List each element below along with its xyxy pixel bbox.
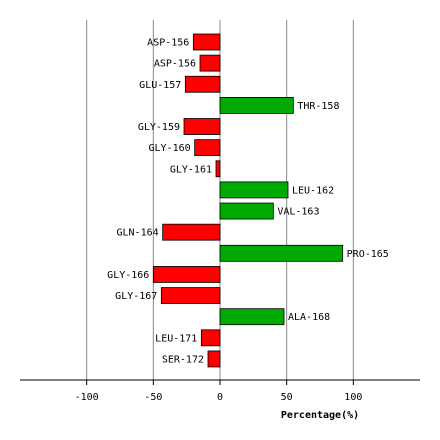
x-tick-label: 100 (344, 392, 362, 403)
bar-label: GLY-159 (138, 122, 180, 133)
gridlines (86, 20, 354, 380)
bar (184, 75, 221, 93)
bar-label: THR-158 (297, 101, 339, 112)
bar-label: ALA-168 (288, 312, 330, 323)
bar-label: GLY-160 (149, 143, 191, 154)
bar-label: SER-172 (162, 354, 204, 365)
bar (152, 266, 221, 283)
bar-label: GLY-166 (107, 270, 149, 281)
bar (199, 54, 221, 72)
bar-label: GLU-157 (139, 80, 181, 91)
bar (219, 202, 274, 220)
x-ticks: -100 -50 0 50 100 (75, 380, 362, 403)
x-tick-label: 50 (281, 392, 293, 403)
bar-label: VAL-163 (277, 207, 319, 218)
x-tick-label: -100 (75, 392, 99, 403)
bar (192, 33, 221, 51)
bars: ASP-156 ASP-156 GLU-157 THR-158 GLY-159 GLY-1… (107, 33, 389, 368)
bar (219, 96, 294, 114)
bar (219, 244, 344, 262)
bar (183, 118, 221, 135)
bar (200, 329, 221, 347)
bar-label: LEU-162 (292, 185, 334, 196)
bar-label: GLN-164 (117, 228, 159, 239)
bar-label: ASP-156 (154, 59, 196, 70)
bar (219, 308, 285, 326)
bar (162, 223, 221, 241)
bar-label: PRO-165 (347, 249, 389, 260)
bar-label: GLY-161 (170, 164, 212, 175)
bar-label: GLY-167 (115, 291, 157, 302)
bar-label: LEU-171 (155, 333, 197, 344)
bar (160, 287, 221, 304)
bar (215, 160, 221, 178)
x-tick-label: 0 (217, 392, 223, 403)
bar-label: ASP-156 (147, 38, 189, 49)
bar (219, 181, 289, 199)
x-tick-label: -50 (144, 392, 162, 403)
x-axis-title: Percentage(%) (281, 410, 359, 421)
bar (194, 139, 221, 157)
bar (207, 350, 221, 368)
